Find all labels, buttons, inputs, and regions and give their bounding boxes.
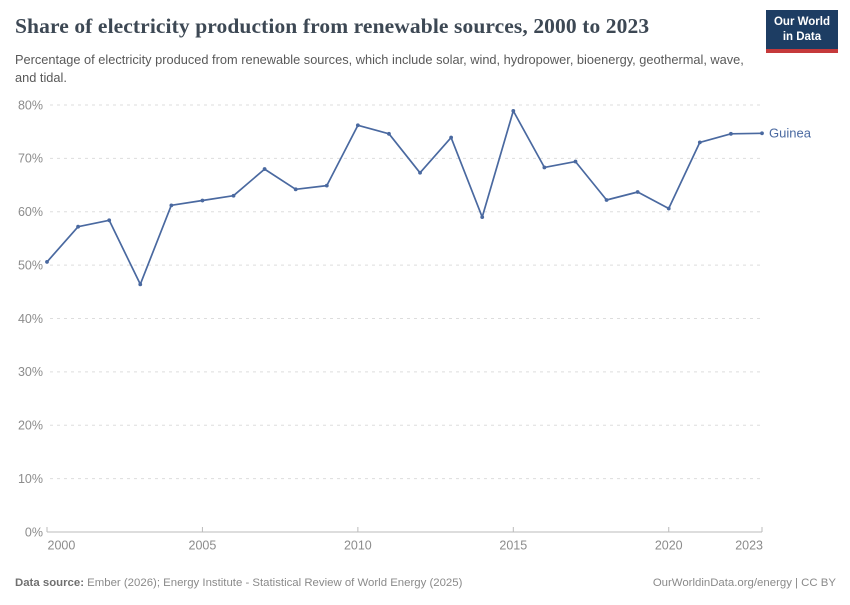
x-axis-label-2010: 2010 <box>344 539 372 553</box>
data-point-2012 <box>418 170 422 175</box>
data-point-2004 <box>169 203 174 208</box>
data-point-2014 <box>480 215 485 219</box>
chart-footer: Data source: Ember (2026); Energy Instit… <box>15 577 836 589</box>
credit-link[interactable]: OurWorldinData.org/energy | CC BY <box>652 577 836 589</box>
line-series-guinea <box>46 110 763 286</box>
y-axis-label-50: 50% <box>18 258 43 272</box>
owid-logo-line1: Our World <box>773 16 830 28</box>
data-point-2017 <box>573 159 578 164</box>
data-point-2022 <box>729 131 733 136</box>
y-axis-label-40: 40% <box>18 312 43 326</box>
owid-logo-line2: in Data <box>782 30 822 43</box>
chart-subtitle: Percentage of electricity produced from … <box>15 52 744 86</box>
data-point-2019 <box>635 190 640 194</box>
y-axis-label-60: 60% <box>18 205 43 219</box>
x-axis-label-2023: 2023 <box>735 539 763 553</box>
data-point-2001 <box>76 224 80 229</box>
y-axis-label-30: 30% <box>18 365 43 379</box>
y-axis-label-10: 10% <box>18 472 43 486</box>
owid-logo[interactable]: Our World in Data <box>765 10 838 53</box>
y-axis-label-0: 0% <box>25 525 43 539</box>
data-point-2008 <box>293 187 298 192</box>
y-axis-label-20: 20% <box>18 419 43 433</box>
data-point-2013 <box>449 135 454 140</box>
data-point-2000 <box>45 260 49 264</box>
data-point-2015 <box>511 108 516 113</box>
data-source-note: Data source: Ember (2026); Energy Instit… <box>15 577 462 589</box>
x-axis-label-2015: 2015 <box>499 539 527 553</box>
data-point-2018 <box>604 198 609 202</box>
data-point-2023 <box>760 131 764 136</box>
x-axis-label-2005: 2005 <box>189 539 217 553</box>
x-axis-label-2000: 2000 <box>48 539 76 553</box>
data-point-2020 <box>666 206 671 211</box>
data-point-2011 <box>387 131 391 136</box>
chart-title: Share of electricity production from ren… <box>15 14 650 38</box>
data-point-2003 <box>138 282 143 287</box>
data-point-2009 <box>324 183 329 188</box>
data-point-2006 <box>231 193 236 198</box>
y-axis-label-80: 80% <box>18 98 43 112</box>
data-point-2002 <box>107 218 112 223</box>
data-point-2016 <box>542 165 547 170</box>
series-end-label: Guinea <box>769 125 812 140</box>
y-axis-label-70: 70% <box>18 152 43 166</box>
x-axis-label-2020: 2020 <box>655 539 683 553</box>
data-source-label: Data source: <box>15 577 85 589</box>
data-point-2005 <box>200 198 205 203</box>
data-point-2021 <box>697 140 702 145</box>
data-source-text: Ember (2026); Energy Institute - Statist… <box>84 577 463 589</box>
data-point-2007 <box>262 167 267 171</box>
data-point-2010 <box>355 123 360 128</box>
